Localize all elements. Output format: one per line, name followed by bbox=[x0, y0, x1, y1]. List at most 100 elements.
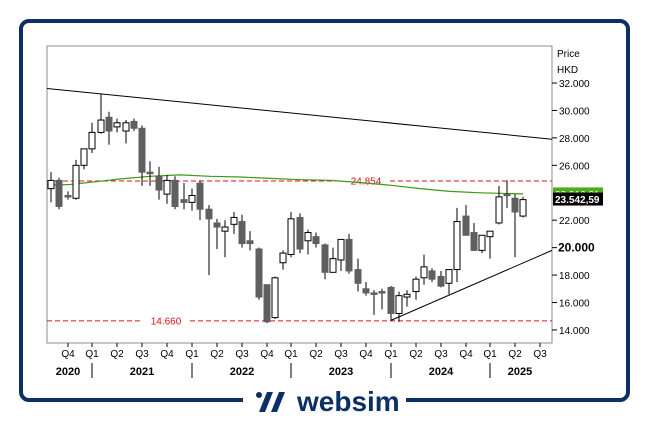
candle bbox=[304, 229, 312, 255]
candle bbox=[362, 281, 370, 296]
candle bbox=[287, 211, 295, 258]
quarter-label: Q1 bbox=[85, 349, 99, 360]
y-tick-label: 28.000 bbox=[559, 134, 590, 145]
candle bbox=[428, 268, 436, 282]
candle bbox=[64, 191, 72, 200]
quarter-label: Q2 bbox=[309, 349, 323, 360]
moving-average-path bbox=[46, 174, 524, 195]
brand-name: websim bbox=[297, 386, 400, 417]
quarter-label: Q2 bbox=[110, 349, 124, 360]
candle bbox=[171, 176, 179, 210]
quarter-label: Q2 bbox=[409, 349, 423, 360]
quarter-label: Q4 bbox=[459, 349, 473, 360]
candle bbox=[221, 220, 229, 258]
candle bbox=[511, 194, 519, 258]
candle bbox=[412, 276, 420, 300]
candles bbox=[47, 93, 527, 324]
candle bbox=[279, 250, 287, 270]
quarter-label: Q1 bbox=[384, 349, 398, 360]
y-tick-label: 14.000 bbox=[559, 326, 590, 337]
trendlines bbox=[46, 87, 553, 321]
candle bbox=[462, 205, 470, 236]
y-tick-label: 22.000 bbox=[559, 216, 590, 227]
candle bbox=[329, 247, 337, 273]
candle bbox=[213, 218, 221, 250]
last-price-tag-label: 23.542,59 bbox=[555, 195, 600, 206]
candle bbox=[445, 269, 453, 295]
last-price-tag bbox=[553, 192, 603, 206]
quarter-label: Q3 bbox=[334, 349, 348, 360]
year-label: 2025 bbox=[508, 366, 532, 378]
candle bbox=[345, 233, 353, 274]
quarter-label: Q1 bbox=[185, 349, 199, 360]
quarter-label: Q4 bbox=[160, 349, 174, 360]
candle bbox=[163, 174, 171, 204]
candle bbox=[337, 238, 345, 271]
candle bbox=[122, 120, 130, 144]
candle bbox=[486, 230, 494, 259]
candle bbox=[453, 207, 461, 282]
candle bbox=[97, 93, 105, 134]
candle bbox=[271, 276, 279, 319]
candle bbox=[478, 234, 486, 254]
candle bbox=[130, 118, 138, 132]
candle bbox=[403, 290, 411, 307]
y-axis: Price HKD 32.000 30.000 28.000 26.000 22.000… bbox=[552, 49, 595, 337]
year-label: 2024 bbox=[429, 366, 454, 378]
candle bbox=[188, 188, 196, 211]
quarter-label: Q4 bbox=[359, 349, 373, 360]
horizontal-levels: 24.854 14.660 bbox=[47, 177, 552, 327]
candle bbox=[246, 231, 254, 251]
y-tick-label: 20.000 bbox=[558, 241, 595, 255]
candle bbox=[503, 180, 511, 208]
candle bbox=[296, 213, 304, 254]
candle bbox=[437, 270, 445, 288]
y-tick-label: 26.000 bbox=[559, 161, 590, 172]
candle bbox=[230, 211, 238, 234]
year-label: 2023 bbox=[329, 366, 353, 378]
websim-logo: websim bbox=[255, 386, 400, 418]
candle bbox=[146, 161, 154, 186]
candle bbox=[55, 177, 63, 210]
candle bbox=[205, 205, 213, 276]
price-tags: 23.916,8123.542,59 bbox=[553, 187, 603, 206]
candle bbox=[321, 243, 329, 280]
candle bbox=[88, 122, 96, 153]
quarter-label: Q3 bbox=[434, 349, 448, 360]
candle bbox=[370, 290, 378, 315]
candle bbox=[387, 286, 395, 321]
quarter-label: Q2 bbox=[210, 349, 224, 360]
plot-area bbox=[46, 45, 553, 344]
resistance-label: 24.854 bbox=[351, 177, 382, 188]
quarter-label: Q3 bbox=[135, 349, 149, 360]
moving-average-line bbox=[46, 174, 524, 195]
candle bbox=[420, 254, 428, 285]
quarter-label: Q4 bbox=[61, 349, 75, 360]
x-axis: Q4 Q1 Q2 Q3 Q4 Q1 Q2 Q3 Q4 Q1 Q2 Q3 Q4 Q1 Q2 Q3 Q4 Q1 Q2 Q3… bbox=[56, 343, 547, 378]
candle bbox=[72, 159, 80, 200]
candle bbox=[255, 247, 263, 300]
candle bbox=[238, 214, 246, 248]
candle bbox=[263, 284, 271, 324]
y-axis-title: Price bbox=[557, 49, 580, 60]
y-tick-label: 18.000 bbox=[559, 271, 590, 282]
y-tick-label: 32.000 bbox=[559, 79, 590, 90]
candle bbox=[80, 148, 88, 170]
logo-background bbox=[243, 384, 406, 420]
quarter-label: Q3 bbox=[235, 349, 249, 360]
support-label: 14.660 bbox=[151, 316, 182, 327]
year-label: 2022 bbox=[230, 366, 254, 378]
quarter-label: Q2 bbox=[508, 349, 522, 360]
candle bbox=[495, 185, 503, 225]
candle bbox=[113, 118, 121, 133]
websim-mark-icon bbox=[256, 392, 285, 412]
candle bbox=[354, 258, 362, 292]
candle bbox=[470, 222, 478, 251]
y-axis-unit: HKD bbox=[557, 65, 578, 76]
candle bbox=[378, 288, 386, 310]
candle bbox=[196, 180, 204, 221]
candle bbox=[312, 232, 320, 248]
uptrend-trendline bbox=[390, 249, 553, 321]
candle bbox=[180, 183, 188, 210]
